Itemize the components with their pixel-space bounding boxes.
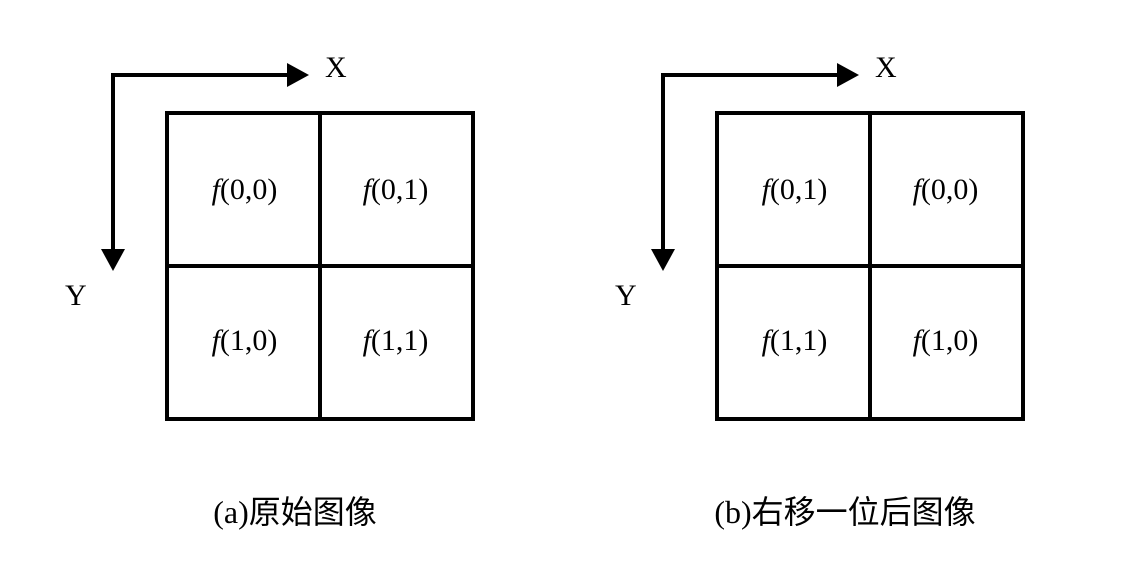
cell-b-1-1: f(1,0) xyxy=(870,266,1021,417)
panel-a: X Y f(0,0) f(0,1) f(1,0) f(1,1) (a)原始图像 xyxy=(75,51,515,533)
caption-b: (b)右移一位后图像 xyxy=(714,487,975,533)
x-axis-arrow-icon xyxy=(837,63,859,87)
caption-a: (a)原始图像 xyxy=(213,487,377,533)
cell-b-0-0: f(0,1) xyxy=(719,115,870,266)
y-axis-label: Y xyxy=(65,279,87,313)
x-axis-arrow-icon xyxy=(287,63,309,87)
x-axis-line xyxy=(111,73,291,77)
caption-a-prefix: (a) xyxy=(213,494,249,530)
cell-a-0-1: f(0,1) xyxy=(320,115,471,266)
x-axis-label: X xyxy=(875,51,897,85)
y-axis-arrow-icon xyxy=(651,249,675,271)
y-axis-line xyxy=(111,73,115,253)
cell-a-1-1: f(1,1) xyxy=(320,266,471,417)
panel-b: X Y f(0,1) f(0,0) f(1,1) f(1,0) (b)右移一位后… xyxy=(625,51,1065,533)
grid-a: f(0,0) f(0,1) f(1,0) f(1,1) xyxy=(165,111,475,421)
caption-a-text: 原始图像 xyxy=(249,494,377,530)
x-axis-line xyxy=(661,73,841,77)
cell-b-1-0: f(1,1) xyxy=(719,266,870,417)
y-axis-line xyxy=(661,73,665,253)
grid-b: f(0,1) f(0,0) f(1,1) f(1,0) xyxy=(715,111,1025,421)
x-axis-label: X xyxy=(325,51,347,85)
y-axis-label: Y xyxy=(615,279,637,313)
y-axis-arrow-icon xyxy=(101,249,125,271)
cell-a-1-0: f(1,0) xyxy=(169,266,320,417)
caption-b-prefix: (b) xyxy=(714,494,751,530)
caption-b-text: 右移一位后图像 xyxy=(752,494,976,530)
cell-b-0-1: f(0,0) xyxy=(870,115,1021,266)
cell-a-0-0: f(0,0) xyxy=(169,115,320,266)
axes-a: X Y f(0,0) f(0,1) f(1,0) f(1,1) xyxy=(75,51,515,471)
axes-b: X Y f(0,1) f(0,0) f(1,1) f(1,0) xyxy=(625,51,1065,471)
